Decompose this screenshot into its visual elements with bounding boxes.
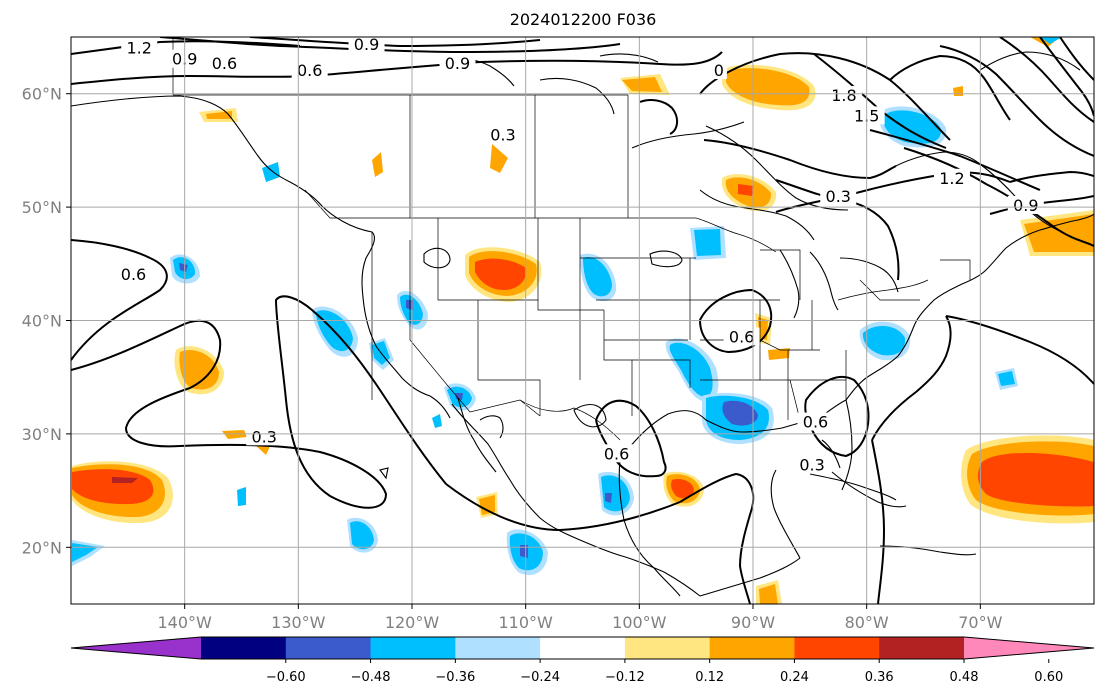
colorbar-tick-label: −0.24 bbox=[520, 670, 560, 685]
contour-label: 0.9 bbox=[445, 54, 470, 73]
contour-label: 0.6 bbox=[604, 444, 629, 463]
contour-label-bg bbox=[1007, 195, 1044, 214]
contour-label: 1.2 bbox=[939, 169, 964, 188]
latitude-tick-label: 60°N bbox=[22, 85, 62, 104]
contour-label-bg bbox=[794, 455, 831, 474]
contour-label-bg bbox=[710, 61, 727, 80]
colorbar-tick-label: −0.60 bbox=[266, 670, 306, 685]
contour-label-bg bbox=[933, 168, 970, 187]
latitude-tick-label: 30°N bbox=[22, 425, 62, 444]
contour-label-bg bbox=[484, 125, 521, 144]
latitude-tick-label: 50°N bbox=[22, 198, 62, 217]
longitude-tick-label: 90°W bbox=[731, 613, 775, 632]
colorbar-tick-label: 0.36 bbox=[865, 670, 894, 685]
colorbar-tick-label: 0.12 bbox=[695, 670, 724, 685]
colorbar-tick-label: 0.48 bbox=[950, 670, 979, 685]
colorbar-tick-label: 0.24 bbox=[780, 670, 809, 685]
longitude-tick-labels: 140°W 130°W 120°W 110°W 100°W 90°W 80°W 70°W bbox=[157, 604, 1003, 632]
colorbar-segment bbox=[285, 637, 372, 659]
contour-label: 0.6 bbox=[297, 61, 322, 80]
map-panel: 1.20.90.90.6 0.90.60.301.81.51.20.3 0.90.6… bbox=[70, 35, 1095, 605]
contour-label-bg bbox=[723, 327, 760, 346]
colorbar-extend-low bbox=[71, 637, 201, 659]
colorbar-extend-high bbox=[964, 637, 1094, 659]
longitude-tick-label: 140°W bbox=[157, 613, 212, 632]
contour-label-bg bbox=[598, 444, 635, 463]
contour-label: 0.6 bbox=[212, 54, 237, 73]
contour-label: 0.6 bbox=[803, 413, 828, 432]
longitude-tick-label: 130°W bbox=[271, 613, 326, 632]
colorbar-segment bbox=[201, 637, 287, 659]
colorbar-tick-label: 0.60 bbox=[1034, 670, 1063, 685]
latitude-tick-label: 40°N bbox=[22, 312, 62, 331]
contour-labels: 1.20.90.90.6 0.90.60.301.81.51.20.3 0.90.6… bbox=[115, 35, 1044, 475]
colorbar-tick-label: −0.36 bbox=[435, 670, 475, 685]
contour-label: 0.3 bbox=[826, 187, 851, 206]
colorbar-tick-label: −0.48 bbox=[351, 670, 391, 685]
contour-label: 0.9 bbox=[1013, 196, 1038, 215]
colorbar-segment bbox=[794, 637, 880, 659]
map-title: 2024012200 F036 bbox=[510, 10, 657, 29]
contour-label: 0.3 bbox=[252, 427, 277, 446]
contour-label-bg bbox=[825, 85, 862, 104]
colorbar-segment bbox=[540, 637, 626, 659]
colorbar-segment bbox=[879, 637, 965, 659]
latitude-tick-label: 20°N bbox=[22, 538, 62, 557]
contour-label-bg bbox=[206, 54, 243, 73]
contour-label-bg bbox=[121, 38, 158, 57]
contour-label: 0.3 bbox=[799, 456, 824, 475]
longitude-tick-label: 80°W bbox=[845, 613, 889, 632]
contour-label-bg bbox=[348, 37, 385, 53]
contour-label-bg bbox=[115, 265, 152, 284]
colorbar-segment bbox=[455, 637, 541, 659]
contour-label: 1.8 bbox=[831, 86, 856, 105]
longitude-tick-label: 100°W bbox=[612, 613, 667, 632]
contour-label-bg bbox=[291, 61, 328, 80]
contour-lines bbox=[71, 37, 1094, 604]
longitude-tick-label: 110°W bbox=[498, 613, 553, 632]
colorbar-segment bbox=[624, 637, 711, 659]
contour-label: 0.6 bbox=[121, 265, 146, 284]
contour-label-bg bbox=[820, 186, 857, 205]
contour-label-bg bbox=[439, 54, 476, 73]
contour-label: 0.6 bbox=[729, 328, 754, 347]
contour-label: 0.3 bbox=[490, 126, 515, 145]
colorbar-segment bbox=[709, 637, 795, 659]
contour-label-bg bbox=[246, 427, 283, 446]
contour-label: 1.2 bbox=[126, 38, 151, 57]
gridlines bbox=[71, 37, 1094, 604]
contour-label: 0 bbox=[714, 61, 724, 80]
colorbar-outline bbox=[70, 636, 1095, 660]
colorbar-tick-label: −0.12 bbox=[605, 670, 645, 685]
longitude-tick-label: 70°W bbox=[958, 613, 1002, 632]
colorbar: −0.60 −0.48 −0.36 −0.24 −0.12 0.12 0.24 0.36 0.4… bbox=[70, 636, 1095, 685]
contour-label-bg bbox=[797, 412, 834, 431]
longitude-tick-label: 120°W bbox=[385, 613, 440, 632]
contour-label: 0.9 bbox=[354, 35, 379, 54]
colorbar-segment bbox=[370, 637, 456, 659]
latitude-tick-labels: 20°N 30°N 40°N 50°N 60°N bbox=[22, 85, 71, 557]
